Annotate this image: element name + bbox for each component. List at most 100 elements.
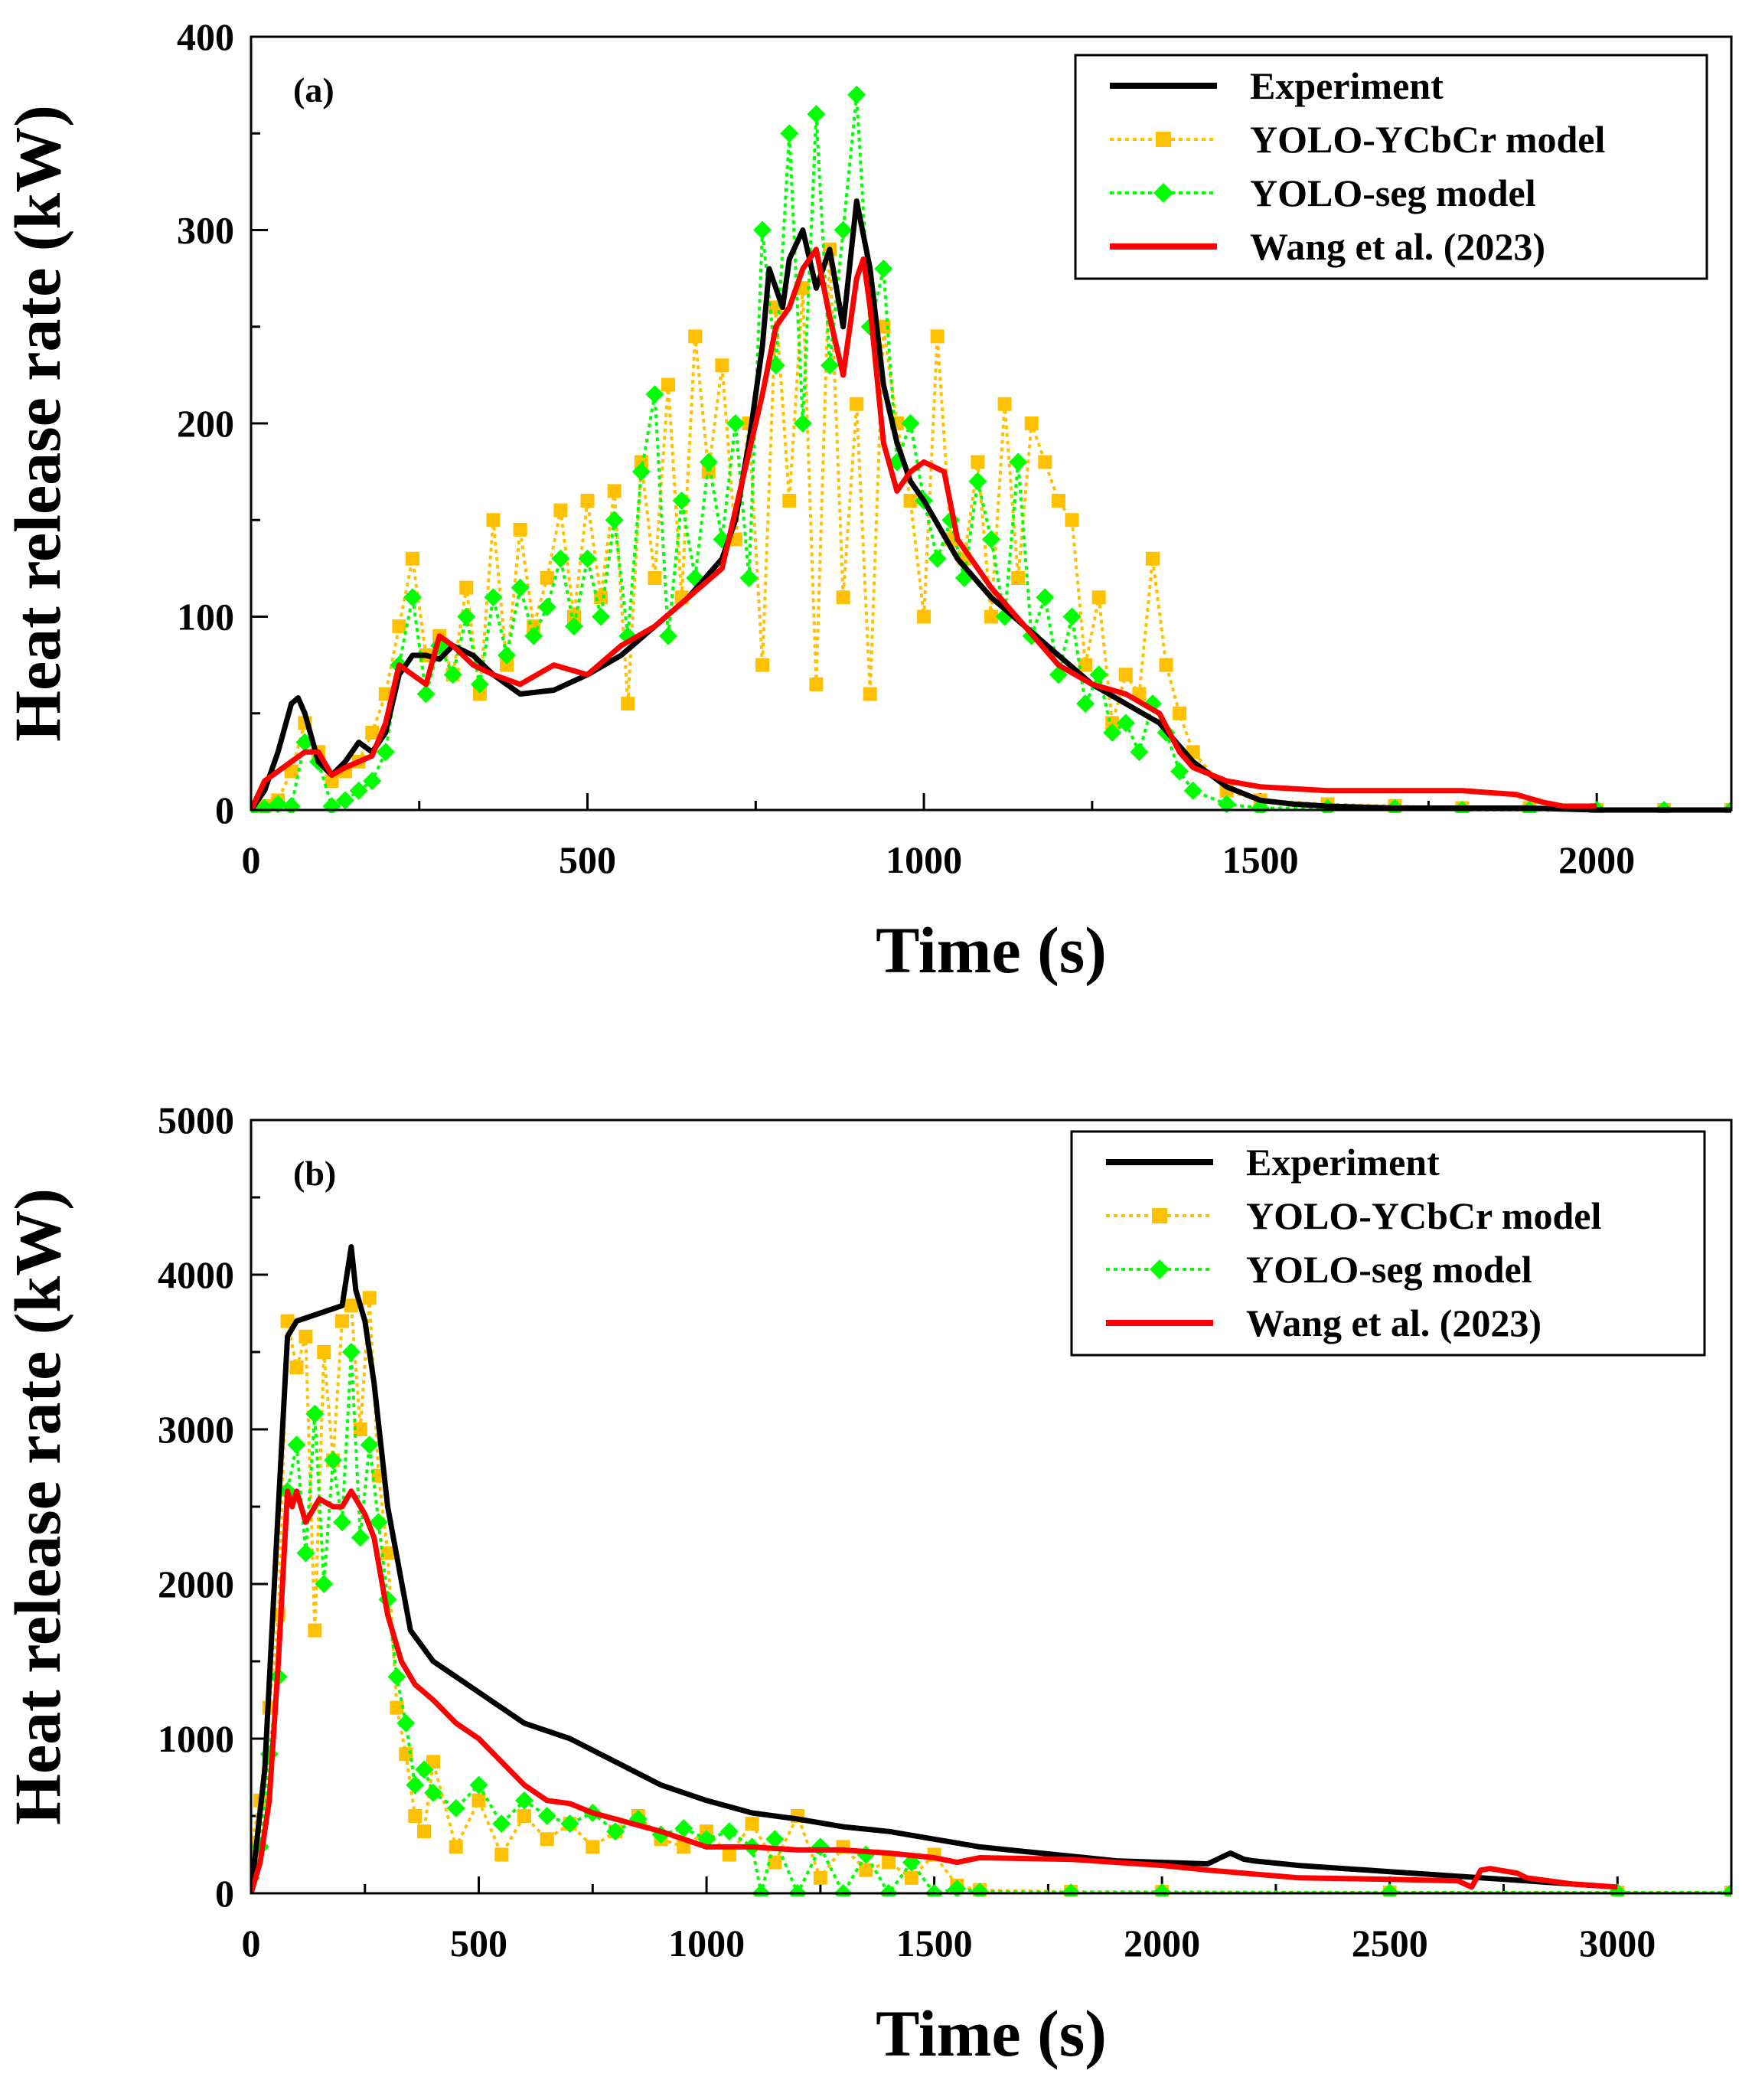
- data-point-yolo_ycbcr: [677, 1840, 691, 1854]
- data-point-yolo_ycbcr: [392, 619, 406, 634]
- data-point-yolo_seg: [874, 260, 893, 278]
- data-point-yolo_ycbcr: [1078, 658, 1093, 672]
- y-tick-label: 1000: [158, 1717, 234, 1760]
- data-point-yolo_ycbcr: [813, 1870, 827, 1885]
- data-point-yolo_seg: [793, 414, 812, 433]
- data-point-yolo_seg: [560, 1814, 579, 1834]
- data-point-yolo_seg: [968, 472, 987, 491]
- data-point-yolo_seg: [1130, 743, 1149, 762]
- data-point-yolo_ycbcr: [299, 1329, 313, 1344]
- x-tick-label: 2000: [1124, 1922, 1200, 1964]
- data-point-yolo_ycbcr: [494, 1847, 509, 1862]
- data-point-yolo_seg: [396, 1713, 416, 1733]
- legend-marker-yolo_ycbcr: [1156, 132, 1171, 147]
- data-point-yolo_seg: [296, 1543, 315, 1563]
- y-tick-label: 200: [177, 402, 234, 445]
- data-point-yolo_seg: [282, 796, 301, 813]
- data-point-yolo_ycbcr: [317, 1345, 331, 1359]
- data-point-yolo_ycbcr: [715, 358, 729, 373]
- data-point-yolo_ycbcr: [408, 1809, 423, 1823]
- data-point-yolo_ycbcr: [380, 1546, 395, 1560]
- data-point-yolo_seg: [515, 1791, 534, 1810]
- data-point-yolo_ycbcr: [755, 658, 770, 672]
- data-point-yolo_ycbcr: [308, 1623, 322, 1638]
- legend-b: Experiment YOLO-YCbCr model YOLO-seg model…: [1070, 1130, 1706, 1357]
- data-point-yolo_ycbcr: [634, 455, 648, 469]
- data-point-yolo_ycbcr: [688, 329, 703, 344]
- series-line-wang-a: [251, 247, 1597, 812]
- y-axis-title-b: Heat release rate (kW): [1, 1188, 74, 1825]
- x-tick-label: 0: [242, 1922, 261, 1964]
- data-point-yolo_ycbcr: [449, 1840, 463, 1854]
- data-point-yolo_ycbcr: [353, 1422, 367, 1436]
- legend-box: [1070, 1130, 1706, 1357]
- x-tick-label: 1500: [896, 1922, 973, 1964]
- y-tick-label: 4000: [158, 1253, 234, 1296]
- data-point-yolo_seg: [1170, 762, 1189, 781]
- data-point-yolo_seg: [807, 105, 826, 123]
- x-tick-label: 500: [450, 1922, 507, 1964]
- data-point-yolo_ycbcr: [722, 1847, 736, 1862]
- series-line-wang-b: [251, 1488, 1618, 1894]
- data-point-yolo_ycbcr: [984, 609, 998, 624]
- chart-panel-b: 0 1000 2000 3000 4000 5000 0 500 1000 1500 2000 250…: [1, 1099, 1733, 2070]
- data-point-yolo_seg: [446, 1798, 465, 1817]
- data-point-yolo_seg: [492, 1814, 511, 1834]
- data-point-yolo_ycbcr: [365, 726, 380, 740]
- plot-frame-a: [250, 35, 1733, 812]
- x-tick-label: 500: [559, 838, 616, 881]
- x-tick-label: 2000: [1558, 838, 1635, 881]
- data-point-yolo_seg: [564, 617, 583, 636]
- data-point-yolo_ycbcr: [836, 590, 850, 605]
- data-point-yolo_seg: [1076, 694, 1095, 714]
- x-tick-label: 1000: [886, 838, 962, 881]
- data-point-yolo_ycbcr: [661, 377, 676, 392]
- legend-a: Experiment YOLO-YCbCr model YOLO-seg model…: [1074, 54, 1708, 280]
- x-tick-label: 3000: [1579, 1922, 1656, 1964]
- plot-area-b: [251, 1244, 1731, 1896]
- data-point-yolo_ycbcr: [344, 1298, 358, 1313]
- data-point-yolo_seg: [269, 795, 288, 813]
- legend-label-yolo_ycbcr: YOLO-YCbCr model: [1246, 1194, 1601, 1237]
- data-point-yolo_seg: [470, 674, 489, 694]
- data-point-yolo_ycbcr: [903, 494, 918, 508]
- data-point-yolo_seg: [424, 1783, 443, 1802]
- y-tick-label: 3000: [158, 1408, 234, 1451]
- data-point-yolo_seg: [739, 569, 759, 587]
- data-point-yolo_ycbcr: [500, 658, 514, 672]
- data-point-yolo_ycbcr: [426, 1755, 441, 1769]
- data-point-yolo_ycbcr: [553, 503, 568, 518]
- data-point-yolo_seg: [351, 1528, 370, 1547]
- data-point-yolo_ycbcr: [362, 1291, 377, 1305]
- series-line-yolo_seg-a: [251, 93, 1731, 812]
- y-tick-label: 300: [177, 209, 234, 252]
- data-point-yolo_seg: [605, 511, 624, 530]
- series-line-yolo_seg-b: [251, 1350, 1731, 1895]
- data-point-yolo_ycbcr: [513, 522, 527, 537]
- data-point-yolo_ycbcr: [859, 1863, 873, 1877]
- data-point-yolo_seg: [333, 1513, 352, 1532]
- y-tick-label: 100: [177, 596, 234, 638]
- data-point-yolo_seg: [674, 1819, 693, 1838]
- data-point-yolo_seg: [305, 1404, 325, 1423]
- data-point-yolo_seg: [387, 1667, 406, 1687]
- data-point-yolo_seg: [659, 626, 678, 645]
- x-tick-label: 0: [242, 838, 261, 881]
- data-point-yolo_ycbcr: [325, 774, 339, 789]
- data-point-yolo_ycbcr: [280, 1314, 295, 1328]
- legend-label-yolo_ycbcr: YOLO-YCbCr model: [1250, 118, 1605, 161]
- legend-label-yolo_seg: YOLO-seg model: [1250, 171, 1536, 214]
- data-point-yolo_seg: [834, 220, 853, 240]
- data-point-yolo_seg: [406, 1775, 425, 1795]
- chart-panel-a: 0 100 200 300 400 0 500 1000 1500 2000 (a) Time (s)…: [1, 15, 1733, 987]
- data-point-yolo_ycbcr: [390, 1700, 404, 1715]
- series-line-experiment-a: [251, 198, 1731, 813]
- data-point-yolo_ycbcr: [648, 571, 662, 585]
- data-point-yolo_ycbcr: [417, 1824, 432, 1839]
- data-point-yolo_ycbcr: [472, 687, 487, 701]
- data-point-yolo_seg: [1036, 588, 1055, 607]
- data-point-yolo_ycbcr: [1145, 551, 1160, 566]
- data-point-yolo_ycbcr: [540, 571, 554, 585]
- y-tick-label: 0: [215, 789, 234, 831]
